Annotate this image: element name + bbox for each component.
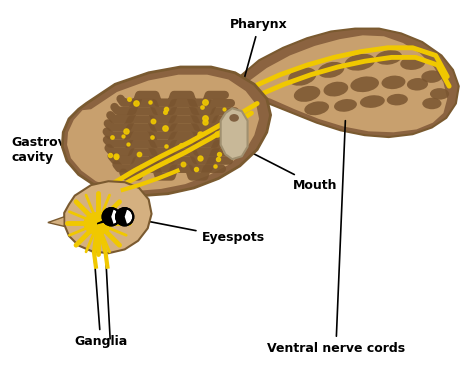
Polygon shape (221, 108, 247, 159)
Circle shape (102, 208, 120, 226)
Ellipse shape (421, 70, 442, 83)
Polygon shape (221, 28, 459, 137)
Text: Ventral nerve cords: Ventral nerve cords (267, 121, 405, 355)
Polygon shape (116, 208, 128, 226)
Ellipse shape (318, 62, 344, 78)
Polygon shape (67, 75, 259, 191)
Ellipse shape (430, 88, 449, 99)
Text: Eyespots: Eyespots (128, 217, 264, 244)
Ellipse shape (407, 78, 428, 91)
Ellipse shape (83, 212, 112, 235)
Ellipse shape (360, 95, 385, 108)
Ellipse shape (324, 82, 348, 96)
Ellipse shape (382, 76, 405, 89)
Text: Pharynx: Pharynx (230, 18, 288, 112)
Polygon shape (62, 67, 271, 196)
Text: Gastrovascular
cavity: Gastrovascular cavity (11, 135, 120, 163)
Ellipse shape (345, 54, 375, 71)
Ellipse shape (375, 50, 402, 65)
Ellipse shape (288, 67, 316, 86)
Polygon shape (103, 208, 114, 226)
Ellipse shape (229, 114, 239, 122)
Ellipse shape (334, 99, 357, 112)
Ellipse shape (422, 98, 441, 109)
Polygon shape (48, 217, 64, 226)
Polygon shape (226, 35, 447, 132)
Ellipse shape (304, 101, 329, 115)
Ellipse shape (400, 56, 425, 70)
Circle shape (116, 208, 133, 226)
Ellipse shape (387, 94, 408, 105)
Ellipse shape (294, 86, 320, 102)
Text: Mouth: Mouth (242, 148, 337, 191)
Text: Ganglia: Ganglia (74, 255, 128, 348)
Polygon shape (64, 181, 152, 253)
Ellipse shape (350, 76, 379, 92)
